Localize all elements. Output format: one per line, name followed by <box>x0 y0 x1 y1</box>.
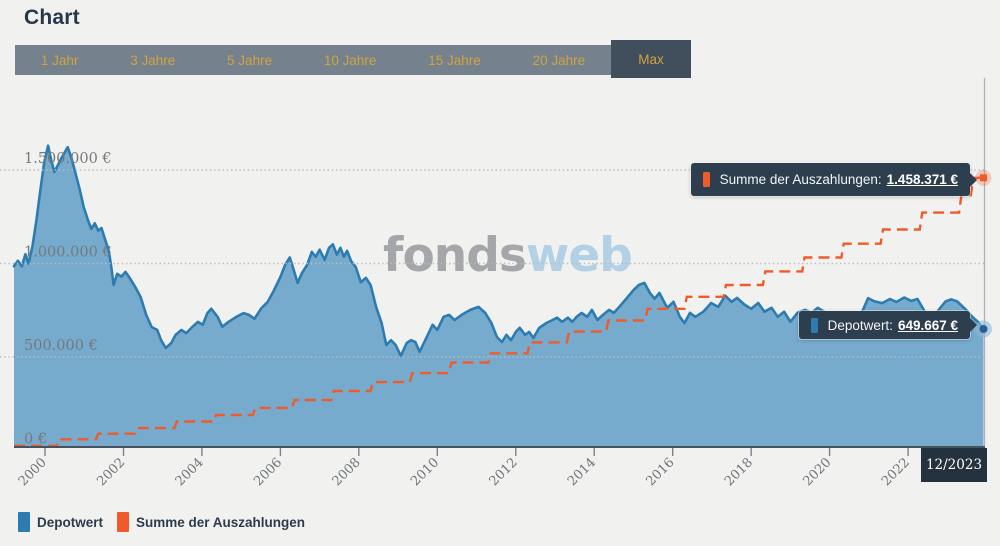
legend-item-depotwert[interactable]: Depotwert <box>18 512 103 532</box>
tooltip-value: 1.458.371 € <box>886 172 958 187</box>
tab-3-jahre[interactable]: 3 Jahre <box>130 52 176 68</box>
watermark-web: web <box>526 228 632 283</box>
depotwert-area <box>14 145 984 447</box>
auszahlungen-line <box>14 176 984 447</box>
watermark: fondsweb <box>383 228 632 283</box>
current-date-label: 12/2023 <box>921 448 987 482</box>
auszahlungen-marker <box>980 174 987 182</box>
tooltip-label: Summe der Auszahlungen: <box>719 172 882 187</box>
tooltip-summe-auszahlungen: Summe der Auszahlungen: 1.458.371 € <box>690 163 978 196</box>
legend-item-summe-auszahlungen[interactable]: Summe der Auszahlungen <box>117 512 305 532</box>
x-tick-label: 2006 <box>251 455 285 489</box>
period-tab-bar: 1 Jahr 3 Jahre 5 Jahre 10 Jahre 15 Jahre 20 J… <box>15 40 692 78</box>
y-tick-label: 1.500.000 € <box>24 151 112 167</box>
tab-1-jahr[interactable]: 1 Jahr <box>40 52 79 68</box>
legend-label: Depotwert <box>37 514 104 530</box>
x-tick-label: 2022 <box>879 455 913 489</box>
page-title: Chart <box>24 6 80 29</box>
x-tick-label: 2000 <box>16 455 50 489</box>
tooltip-label: Depotwert: <box>827 317 893 333</box>
tab-10-jahre[interactable]: 10 Jahre <box>323 52 377 68</box>
legend-label: Summe der Auszahlungen <box>136 514 306 530</box>
legend: Depotwert Summe der Auszahlungen <box>18 512 305 532</box>
depotwert-marker <box>979 325 988 333</box>
y-tick-label: 1.000.000 € <box>24 245 112 261</box>
tab-15-jahre[interactable]: 15 Jahre <box>428 52 481 68</box>
x-tick-label: 2004 <box>173 455 207 489</box>
x-tick-label: 2016 <box>644 455 678 489</box>
depotwert-line <box>12 144 985 358</box>
tooltip-swatch-orange <box>702 172 710 187</box>
x-tick-label: 2002 <box>94 455 128 489</box>
tab-5-jahre[interactable]: 5 Jahre <box>227 52 273 68</box>
legend-swatch-blue <box>18 512 30 532</box>
tooltip-swatch-blue <box>810 317 818 333</box>
tab-20-jahre[interactable]: 20 Jahre <box>532 52 586 68</box>
watermark-fonds: fonds <box>383 228 526 283</box>
x-tick-label: 2020 <box>800 455 834 489</box>
x-tick-label: 2014 <box>565 455 599 489</box>
x-tick-label: 2010 <box>408 455 442 489</box>
tab-max[interactable]: Max <box>611 40 692 78</box>
x-tick-label: 2008 <box>330 455 364 489</box>
x-tick-label: 2012 <box>487 455 521 489</box>
legend-swatch-orange <box>117 512 130 532</box>
tooltip-value: 649.667 € <box>897 317 958 333</box>
tooltip-depotwert: Depotwert: 649.667 € <box>798 311 978 339</box>
x-tick-label: 2018 <box>722 455 756 489</box>
y-tick-label: 0 € <box>24 432 47 448</box>
y-tick-label: 500.000 € <box>24 338 98 354</box>
